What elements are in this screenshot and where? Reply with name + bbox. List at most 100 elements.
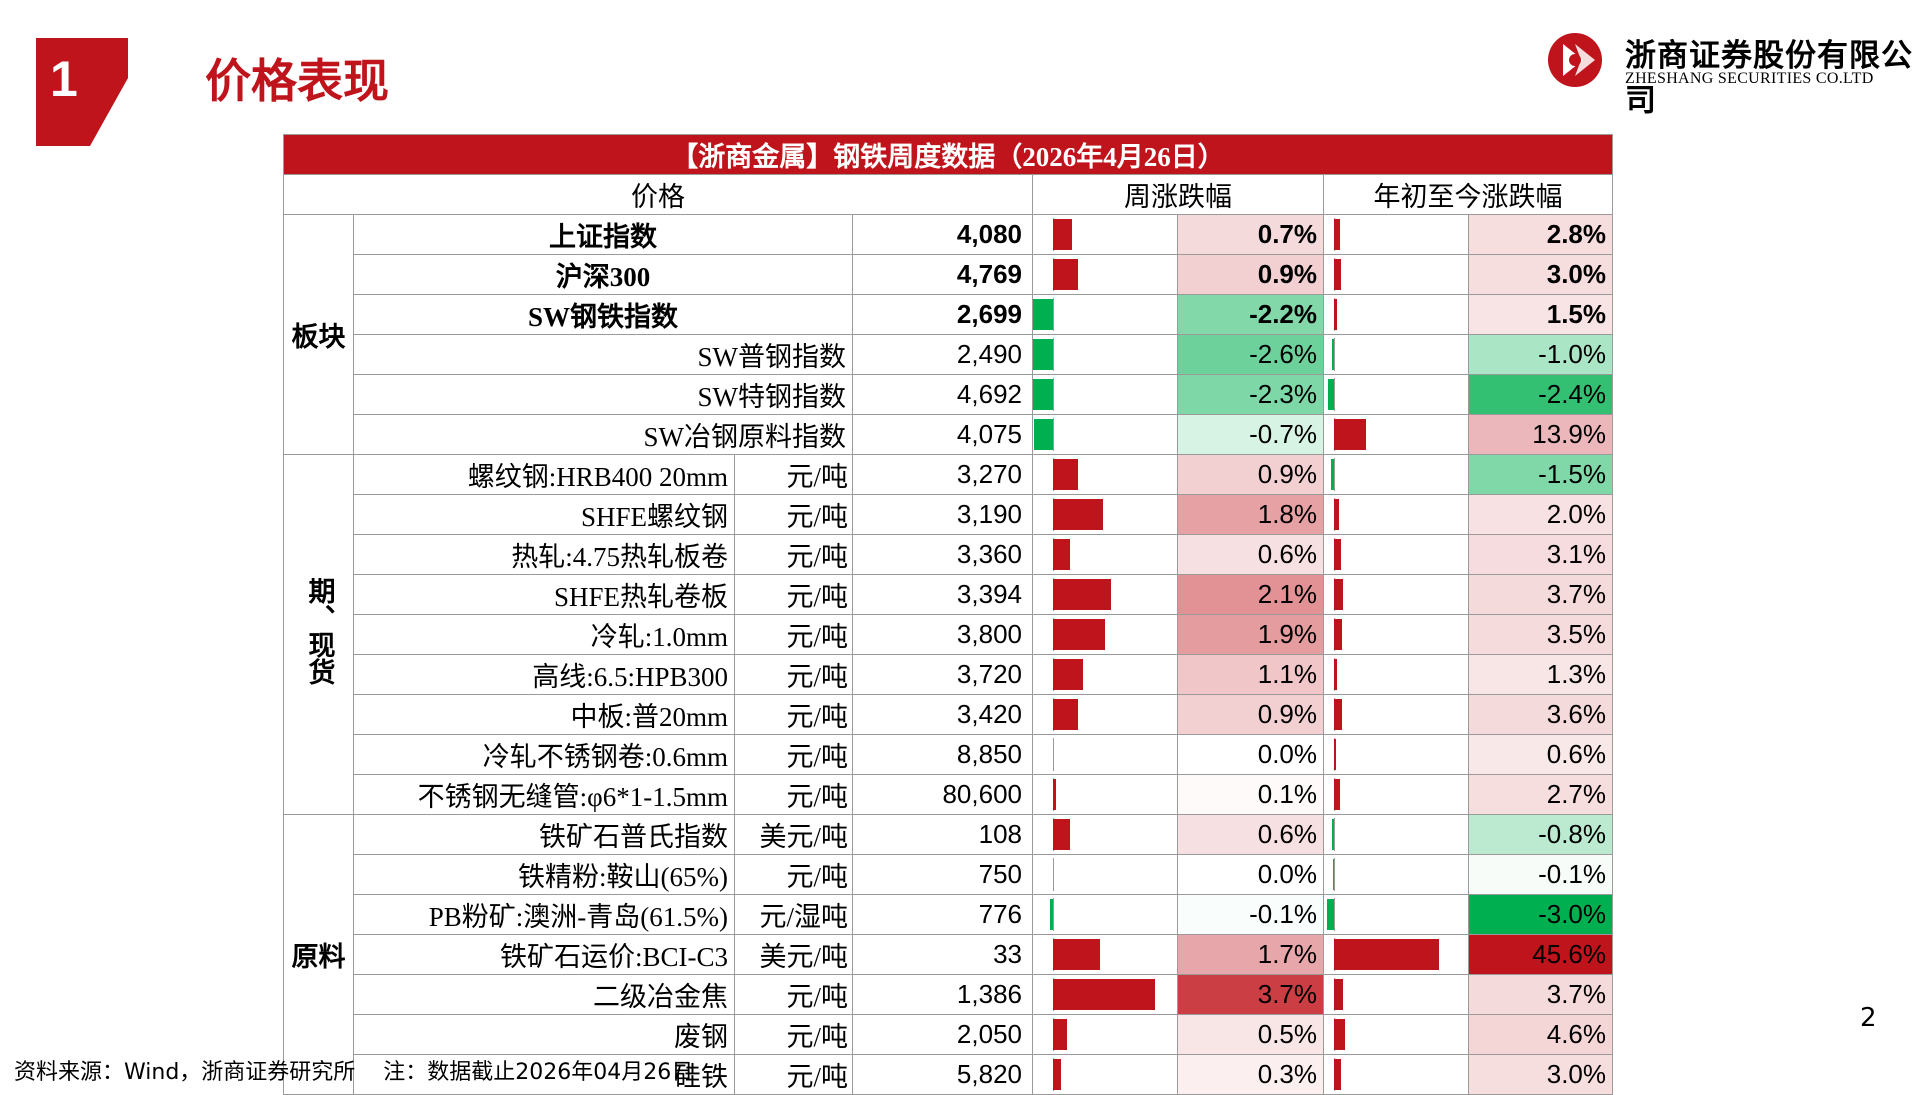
weekly-change-value: -2.6% <box>1177 334 1324 375</box>
data-bar <box>1332 819 1334 850</box>
column-header-price: 价格 <box>283 174 1033 215</box>
ytd-change-value: 3.1% <box>1468 534 1613 575</box>
item-name: 热轧:4.75热轧板卷 <box>353 534 735 575</box>
table-row: SHFE热轧卷板 元/吨 3,394 2.1% 3.7% <box>284 574 1613 615</box>
ytd-change-bar <box>1323 654 1469 695</box>
table-row: 中板:普20mm 元/吨 3,420 0.9% 3.6% <box>284 694 1613 735</box>
category-label-text: 原料 <box>291 942 346 973</box>
weekly-change-value: 0.9% <box>1177 694 1324 735</box>
ytd-change-bar <box>1323 294 1469 335</box>
table-row: 铁精粉:鞍山(65%) 元/吨 750 0.0% -0.1% <box>284 854 1613 895</box>
ytd-change-bar <box>1323 534 1469 575</box>
category-label-text: 板块 <box>291 322 346 353</box>
item-unit: 元/吨 <box>734 614 853 655</box>
data-bar <box>1334 499 1339 530</box>
item-price: 4,075 <box>852 414 1033 455</box>
data-bar <box>1053 699 1078 730</box>
weekly-change-value: 3.7% <box>1177 974 1324 1015</box>
item-name: 螺纹钢:HRB400 20mm <box>353 454 735 495</box>
data-bar <box>1334 939 1439 970</box>
weekly-change-bar <box>1032 854 1178 895</box>
table-row: 二级冶金焦 元/吨 1,386 3.7% 3.7% <box>284 974 1613 1015</box>
data-bar <box>1033 379 1053 410</box>
bar-axis <box>1053 898 1054 931</box>
data-bar <box>1053 219 1073 250</box>
weekly-change-value: 0.6% <box>1177 814 1324 855</box>
ytd-change-bar <box>1323 414 1469 455</box>
weekly-change-bar <box>1032 494 1178 535</box>
steel-weekly-data-table: 【浙商金属】钢铁周度数据（2026年4月26日） 价格 周涨跌幅 年初至今涨跌幅… <box>283 134 1613 1095</box>
item-name: 冷轧不锈钢卷:0.6mm <box>353 734 735 775</box>
item-unit: 元/吨 <box>734 454 853 495</box>
weekly-change-value: 0.0% <box>1177 854 1324 895</box>
ytd-change-value: 13.9% <box>1468 414 1613 455</box>
data-bar <box>1033 339 1053 370</box>
bar-axis <box>1334 818 1335 851</box>
category-label: 板块 <box>283 214 354 455</box>
bar-axis <box>1053 378 1054 411</box>
weekly-change-bar <box>1032 614 1178 655</box>
source-footnote: 资料来源：Wind，浙商证券研究所 注：数据截止2026年04月26日 <box>14 1060 694 1085</box>
item-price: 8,850 <box>852 734 1033 775</box>
data-bar <box>1053 579 1111 610</box>
item-price: 3,190 <box>852 494 1033 535</box>
ytd-change-value: 4.6% <box>1468 1014 1613 1055</box>
data-bar <box>1334 659 1337 690</box>
data-bar <box>1053 459 1078 490</box>
table-row: 废钢 元/吨 2,050 0.5% 4.6% <box>284 1014 1613 1055</box>
page-number: 2 <box>1860 1003 1877 1033</box>
item-price: 5,820 <box>852 1054 1033 1095</box>
ytd-change-bar <box>1323 974 1469 1015</box>
item-name: SW冶钢原料指数 <box>353 414 853 455</box>
ytd-change-value: 1.3% <box>1468 654 1613 695</box>
weekly-change-bar <box>1032 254 1178 295</box>
ytd-change-value: -1.5% <box>1468 454 1613 495</box>
data-bar <box>1334 779 1341 810</box>
ytd-change-bar <box>1323 894 1469 935</box>
weekly-change-value: 0.7% <box>1177 214 1324 255</box>
item-unit: 元/吨 <box>734 974 853 1015</box>
item-unit: 元/吨 <box>734 1054 853 1095</box>
column-header-ytd-change: 年初至今涨跌幅 <box>1323 174 1613 215</box>
data-bar <box>1334 1059 1341 1090</box>
weekly-change-value: 0.3% <box>1177 1054 1324 1095</box>
table-row: 冷轧:1.0mm 元/吨 3,800 1.9% 3.5% <box>284 614 1613 655</box>
weekly-change-bar <box>1032 574 1178 615</box>
weekly-change-value: 0.0% <box>1177 734 1324 775</box>
item-name: 中板:普20mm <box>353 694 735 735</box>
item-unit: 元/湿吨 <box>734 894 853 935</box>
ytd-change-value: 3.5% <box>1468 614 1613 655</box>
section-title: 价格表现 <box>205 54 389 108</box>
item-price: 108 <box>852 814 1033 855</box>
data-bar <box>1334 419 1366 450</box>
item-price: 80,600 <box>852 774 1033 815</box>
item-name: PB粉矿:澳洲-青岛(61.5%) <box>353 894 735 935</box>
data-bar <box>1334 579 1343 610</box>
data-bar <box>1053 539 1070 570</box>
data-bar <box>1327 899 1334 930</box>
weekly-change-bar <box>1032 454 1178 495</box>
weekly-change-value: -2.3% <box>1177 374 1324 415</box>
item-price: 3,394 <box>852 574 1033 615</box>
bar-axis <box>1053 738 1054 771</box>
item-name: 沪深300 <box>353 254 853 295</box>
item-name: 废钢 <box>353 1014 735 1055</box>
ytd-change-value: 2.8% <box>1468 214 1613 255</box>
weekly-change-bar <box>1032 534 1178 575</box>
data-bar <box>1053 499 1103 530</box>
bar-axis <box>1334 858 1335 891</box>
brand-name-en: ZHESHANG SECURITIES CO.LTD <box>1625 70 1874 87</box>
weekly-change-bar <box>1032 974 1178 1015</box>
table-row: 冷轧不锈钢卷:0.6mm 元/吨 8,850 0.0% 0.6% <box>284 734 1613 775</box>
weekly-change-value: 0.1% <box>1177 774 1324 815</box>
data-bar <box>1334 739 1336 770</box>
item-name: 铁矿石普氏指数 <box>353 814 735 855</box>
item-unit: 元/吨 <box>734 494 853 535</box>
weekly-change-bar <box>1032 1054 1178 1095</box>
ytd-change-bar <box>1323 614 1469 655</box>
data-bar <box>1334 1019 1345 1050</box>
ytd-change-bar <box>1323 934 1469 975</box>
weekly-change-value: 1.9% <box>1177 614 1324 655</box>
weekly-change-bar <box>1032 814 1178 855</box>
item-price: 4,769 <box>852 254 1033 295</box>
